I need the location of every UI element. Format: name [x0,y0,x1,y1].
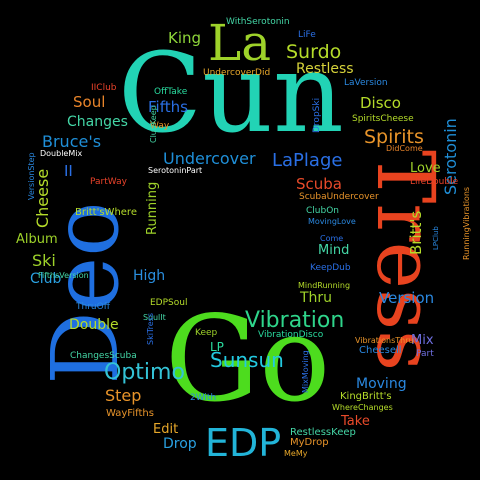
cloud-word: MindRunning [298,281,351,290]
cloud-word: Thru [300,290,333,306]
cloud-word: WhereChanges [332,403,393,412]
cloud-word: DoubleMix [40,149,83,158]
cloud-word: LiFe [298,30,316,40]
cloud-word: Cun [118,29,344,157]
cloud-word: ClubKeep [149,105,158,143]
cloud-word: Bruce's [42,132,102,151]
cloud-word: Come [320,234,344,243]
cloud-word: LaVersion [344,78,388,88]
cloud-word: Surdo [286,41,342,63]
cloud-word: SoulIt [143,313,166,322]
cloud-word: Double [69,317,119,333]
cloud-word: MyDrop [290,437,329,448]
cloud-word: WithSerotonin [226,17,290,27]
cloud-word: Mind [318,243,350,258]
cloud-word: MovingLove [308,217,356,226]
cloud-word: II [64,162,73,180]
cloud-word: IIClub [91,83,117,93]
cloud-word: VibrationsThru [355,336,414,345]
cloud-word: Go [165,290,331,428]
cloud-word: VibrationDisco [258,330,324,340]
cloud-word: La [208,14,272,72]
cloud-word: SpiritsCheese [352,114,414,124]
cloud-word: Optimo [104,360,185,385]
cloud-word: EDP [205,421,282,465]
cloud-word: Edit [153,422,179,437]
cloud-word: 2With [190,393,217,403]
cloud-word: KeepDub [310,263,351,273]
cloud-word: Restless [296,61,354,77]
cloud-word: KingBritt's [340,391,392,402]
cloud-word: WayFifths [106,408,154,419]
cloud-word: Spirits [364,126,424,148]
cloud-word: DropSki [312,97,322,133]
cloud-word: ThruOff [76,302,110,312]
cloud-word: EDPSoul [150,298,188,308]
cloud-word: Drop [163,436,197,452]
cloud-word: Soul [73,93,106,111]
cloud-word: Mix [411,333,434,348]
cloud-word: UndercoverDid [203,68,271,78]
cloud-word: Undercover [163,149,256,168]
cloud-word: Vibration [245,308,345,333]
cloud-word: SkiTress [146,312,155,345]
cloud-word: Version [379,289,435,307]
cloud-word: Disco [360,94,401,112]
cloud-word: Way [150,121,170,131]
cloud-word: ChangesScuba [70,351,137,361]
cloud-word: Britt's [407,210,425,255]
cloud-word: LaPlage [272,150,343,171]
cloud-word: Take [341,414,370,429]
cloud-word: Step [105,386,142,405]
cloud-word: ScubaUndercover [299,192,379,202]
cloud-word: Club [30,271,62,287]
cloud-word: Britt'sWhere [75,207,137,218]
cloud-word: LifeDouble [410,177,459,187]
cloud-word: VersionStep [27,152,36,200]
cloud-word: High [133,268,166,284]
cloud-word: Fifths [148,98,188,116]
cloud-word: ClubOn [306,206,339,216]
cloud-word: OffTake [154,87,188,97]
cloud-word: Scuba [296,175,342,193]
cloud-word: LPClub [432,226,440,250]
cloud-word: Changes [67,114,128,130]
cloud-word: Moving [356,376,407,392]
cloud-word: Keep [195,328,218,338]
cloud-word: RestlessKeep [290,427,356,438]
cloud-word: LP [210,340,224,354]
cloud-word: RunningVibrations [462,186,471,260]
cloud-word: MeMy [284,449,308,458]
cloud-word: MixMoving [301,350,310,393]
cloud-word: King [168,29,202,47]
cloud-word: Cheese [33,168,52,228]
cloud-word: Cheesell [359,345,402,356]
cloud-word: Running [145,181,160,235]
cloud-word: FifthsVersion [38,271,89,280]
cloud-word: Sunsun [210,348,284,372]
cloud-word: SerotoninPart [148,166,203,175]
cloud-word: Album [16,232,58,247]
cloud-word: Ski [32,251,56,270]
cloud-word: PartWay [90,177,127,187]
cloud-word: DidCome [386,144,423,153]
cloud-word: Part [416,349,434,359]
cloud-word: Love [410,161,441,176]
